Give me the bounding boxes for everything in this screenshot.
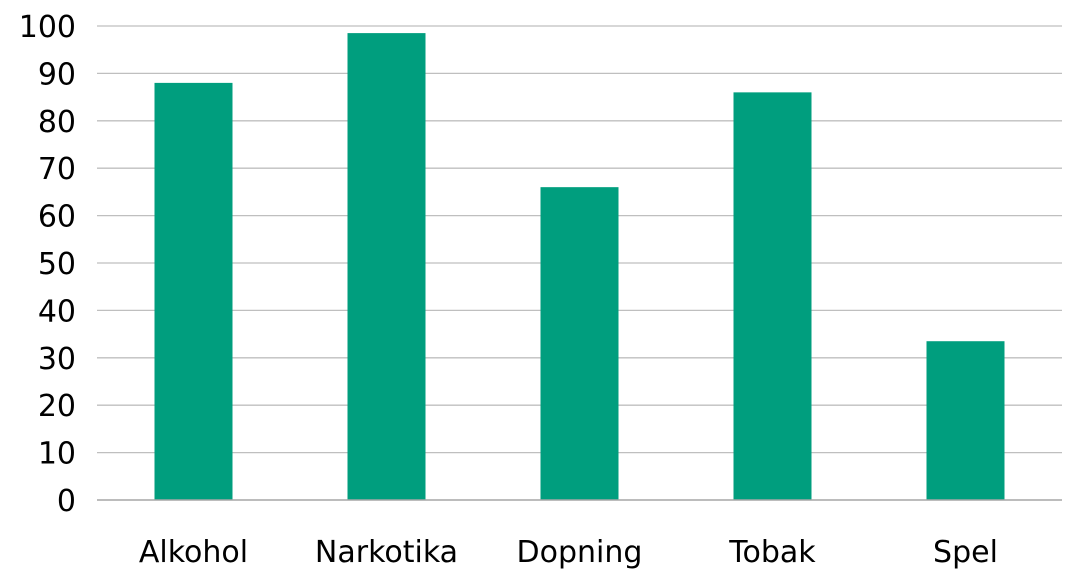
x-tick-label: Alkohol xyxy=(139,535,248,570)
y-tick-label: 100 xyxy=(19,10,76,45)
x-tick-label: Narkotika xyxy=(315,535,458,570)
bar-spel xyxy=(926,341,1005,500)
y-tick-label: 0 xyxy=(57,484,76,519)
x-tick-label: Spel xyxy=(933,535,998,570)
bar-alkohol xyxy=(154,82,233,500)
bar-dopning xyxy=(540,187,619,500)
y-tick-label: 60 xyxy=(38,200,76,235)
bar-tobak xyxy=(733,92,812,501)
y-tick-label: 10 xyxy=(38,437,76,472)
y-tick-label: 70 xyxy=(38,152,76,187)
y-tick-label: 40 xyxy=(38,294,76,329)
bars xyxy=(154,33,1005,501)
y-tick-label: 20 xyxy=(38,389,76,424)
y-tick-label: 80 xyxy=(38,105,76,140)
y-axis-ticks: 0 10 20 30 40 50 60 70 80 90 100 xyxy=(19,10,76,519)
y-tick-label: 90 xyxy=(38,57,76,92)
x-tick-label: Dopning xyxy=(517,535,643,570)
bar-narkotika xyxy=(347,33,426,501)
y-tick-label: 50 xyxy=(38,247,76,282)
x-axis-labels: Alkohol Narkotika Dopning Tobak Spel xyxy=(139,535,998,570)
y-tick-label: 30 xyxy=(38,342,76,377)
x-tick-label: Tobak xyxy=(728,535,816,570)
